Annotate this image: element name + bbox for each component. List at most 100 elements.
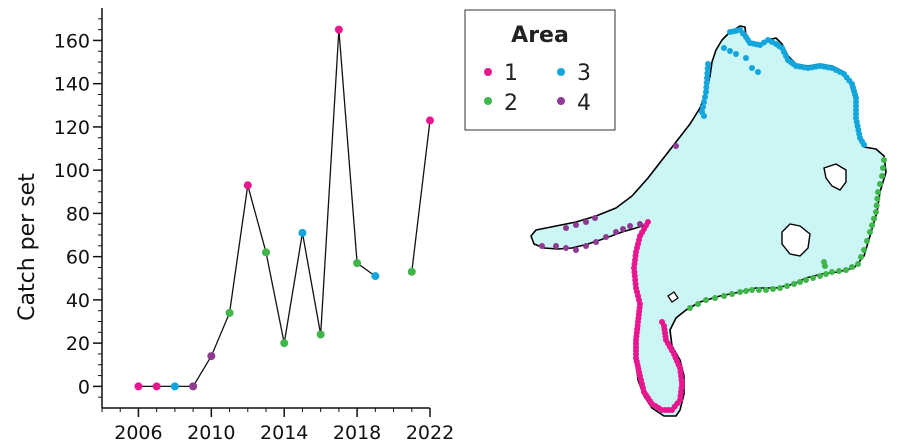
site-dot-area-3 <box>755 69 761 75</box>
data-point <box>426 116 434 125</box>
x-major-ticks: 2006 2010 2014 2018 2022 <box>114 408 454 444</box>
site-dot-area-2 <box>873 209 879 215</box>
site-dot-area-4 <box>673 143 679 149</box>
site-dot-area-2 <box>737 289 743 295</box>
data-point <box>152 382 161 391</box>
site-dot-area-4 <box>593 239 599 245</box>
legend-marker-area-4 <box>557 97 565 105</box>
site-dot-area-2 <box>829 269 835 275</box>
site-dot-area-4 <box>603 234 609 240</box>
site-dot-area-3 <box>705 61 711 67</box>
x-tick-label: 2006 <box>114 422 162 444</box>
site-dot-area-2 <box>703 297 709 303</box>
site-dot-area-3 <box>700 104 706 110</box>
y-tick-label: 20 <box>66 333 90 355</box>
site-dot-area-4 <box>573 247 579 253</box>
site-dot-area-4 <box>620 226 626 232</box>
site-dot-area-4 <box>563 245 569 251</box>
site-dot-area-2 <box>823 271 829 277</box>
site-dot-area-2 <box>873 202 880 209</box>
site-dot-area-2 <box>855 261 861 267</box>
site-dot-area-2 <box>822 263 828 269</box>
site-dot-area-3 <box>701 99 707 105</box>
legend-title: Area <box>511 23 569 48</box>
site-dot-area-3 <box>743 55 749 61</box>
site-dot-area-1 <box>659 319 665 325</box>
y-tick-label: 160 <box>54 30 90 52</box>
site-dot-area-2 <box>861 247 867 253</box>
data-point <box>134 382 143 391</box>
site-dot-area-3 <box>704 65 711 72</box>
site-dot-area-2 <box>874 195 881 202</box>
site-dot-area-2 <box>797 279 803 285</box>
x-minor-ticks <box>101 408 413 412</box>
site-dot-area-3 <box>701 113 707 119</box>
data-point <box>225 308 234 317</box>
legend: Area 1 2 3 4 <box>464 9 616 131</box>
site-dot-area-2 <box>712 295 718 301</box>
site-dot-area-2 <box>810 275 816 281</box>
site-dot-area-3 <box>703 79 710 86</box>
data-point <box>407 267 416 276</box>
sampling-sites <box>539 27 887 413</box>
site-dot-area-2 <box>756 287 762 293</box>
site-dot-area-3 <box>749 65 755 71</box>
site-dot-area-3 <box>861 141 867 148</box>
series-points <box>134 25 434 391</box>
y-tick-label: 80 <box>66 203 90 225</box>
site-dot-area-2 <box>777 285 783 291</box>
y-tick-label: 120 <box>54 117 90 139</box>
x-tick-label: 2022 <box>406 422 454 444</box>
site-dot-area-4 <box>583 243 589 249</box>
legend-label-area-1: 1 <box>504 61 518 86</box>
series-lines <box>138 29 431 388</box>
site-dot-area-2 <box>879 173 885 179</box>
site-dot-area-4 <box>592 215 598 221</box>
legend-label-area-2: 2 <box>504 91 518 116</box>
site-dot-area-2 <box>849 264 855 270</box>
legend-label-area-4: 4 <box>577 91 591 116</box>
site-dot-area-3 <box>704 70 711 77</box>
site-dot-area-2 <box>881 157 887 163</box>
legend-marker-area-1 <box>484 68 492 76</box>
site-dot-area-2 <box>858 254 864 260</box>
island-small <box>667 291 679 303</box>
data-point <box>280 339 289 348</box>
island-middle <box>781 223 811 257</box>
site-dot-area-2 <box>729 291 735 297</box>
legend-marker-area-3 <box>557 68 565 76</box>
site-dot-area-2 <box>763 287 769 293</box>
x-tick-label: 2014 <box>260 422 308 444</box>
site-dot-area-4 <box>637 221 643 227</box>
site-dot-area-4 <box>613 229 619 235</box>
data-point <box>353 259 362 268</box>
x-tick-label: 2018 <box>333 422 381 444</box>
y-axis-title: Catch per set <box>15 173 40 321</box>
site-dot-area-4 <box>573 222 579 228</box>
site-dot-area-2 <box>877 181 883 187</box>
site-dot-area-2 <box>803 277 809 283</box>
site-dot-area-2 <box>864 238 870 244</box>
y-tick-label: 0 <box>78 376 90 398</box>
data-point <box>334 25 343 34</box>
site-dot-area-3 <box>704 75 710 81</box>
y-tick-label: 100 <box>54 160 90 182</box>
site-dot-area-4 <box>539 243 545 249</box>
site-dot-area-2 <box>869 222 875 229</box>
site-dot-area-2 <box>743 288 749 294</box>
data-point <box>316 330 325 339</box>
site-dot-area-3 <box>733 51 739 57</box>
data-point <box>243 181 252 190</box>
site-dot-area-2 <box>880 165 886 171</box>
legend-marker-area-2 <box>484 97 492 105</box>
site-dot-area-2 <box>875 189 881 195</box>
site-dot-area-2 <box>749 287 755 293</box>
series-line <box>138 29 376 388</box>
data-point <box>207 352 216 361</box>
site-dot-area-2 <box>721 293 727 299</box>
site-dot-area-3 <box>702 94 708 100</box>
site-dot-area-2 <box>784 283 790 289</box>
data-point <box>298 228 307 237</box>
